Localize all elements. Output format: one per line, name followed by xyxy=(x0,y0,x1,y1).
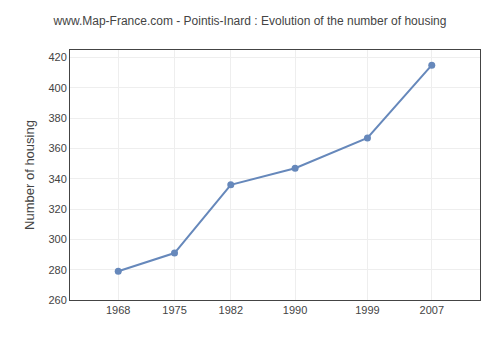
svg-text:1990: 1990 xyxy=(283,304,307,316)
svg-text:420: 420 xyxy=(48,51,66,63)
svg-text:400: 400 xyxy=(48,82,66,94)
svg-text:320: 320 xyxy=(48,203,66,215)
svg-text:2007: 2007 xyxy=(420,304,444,316)
svg-text:1968: 1968 xyxy=(106,304,130,316)
svg-text:300: 300 xyxy=(48,233,66,245)
svg-text:280: 280 xyxy=(48,264,66,276)
svg-text:1982: 1982 xyxy=(219,304,243,316)
svg-text:360: 360 xyxy=(48,142,66,154)
svg-text:1975: 1975 xyxy=(162,304,186,316)
svg-text:340: 340 xyxy=(48,173,66,185)
svg-text:Number of housing: Number of housing xyxy=(22,120,37,230)
svg-text:260: 260 xyxy=(48,294,66,306)
svg-text:1999: 1999 xyxy=(355,304,379,316)
svg-text:380: 380 xyxy=(48,112,66,124)
svg-text:www.Map-France.com - Pointis-I: www.Map-France.com - Pointis-Inard : Evo… xyxy=(53,14,447,28)
